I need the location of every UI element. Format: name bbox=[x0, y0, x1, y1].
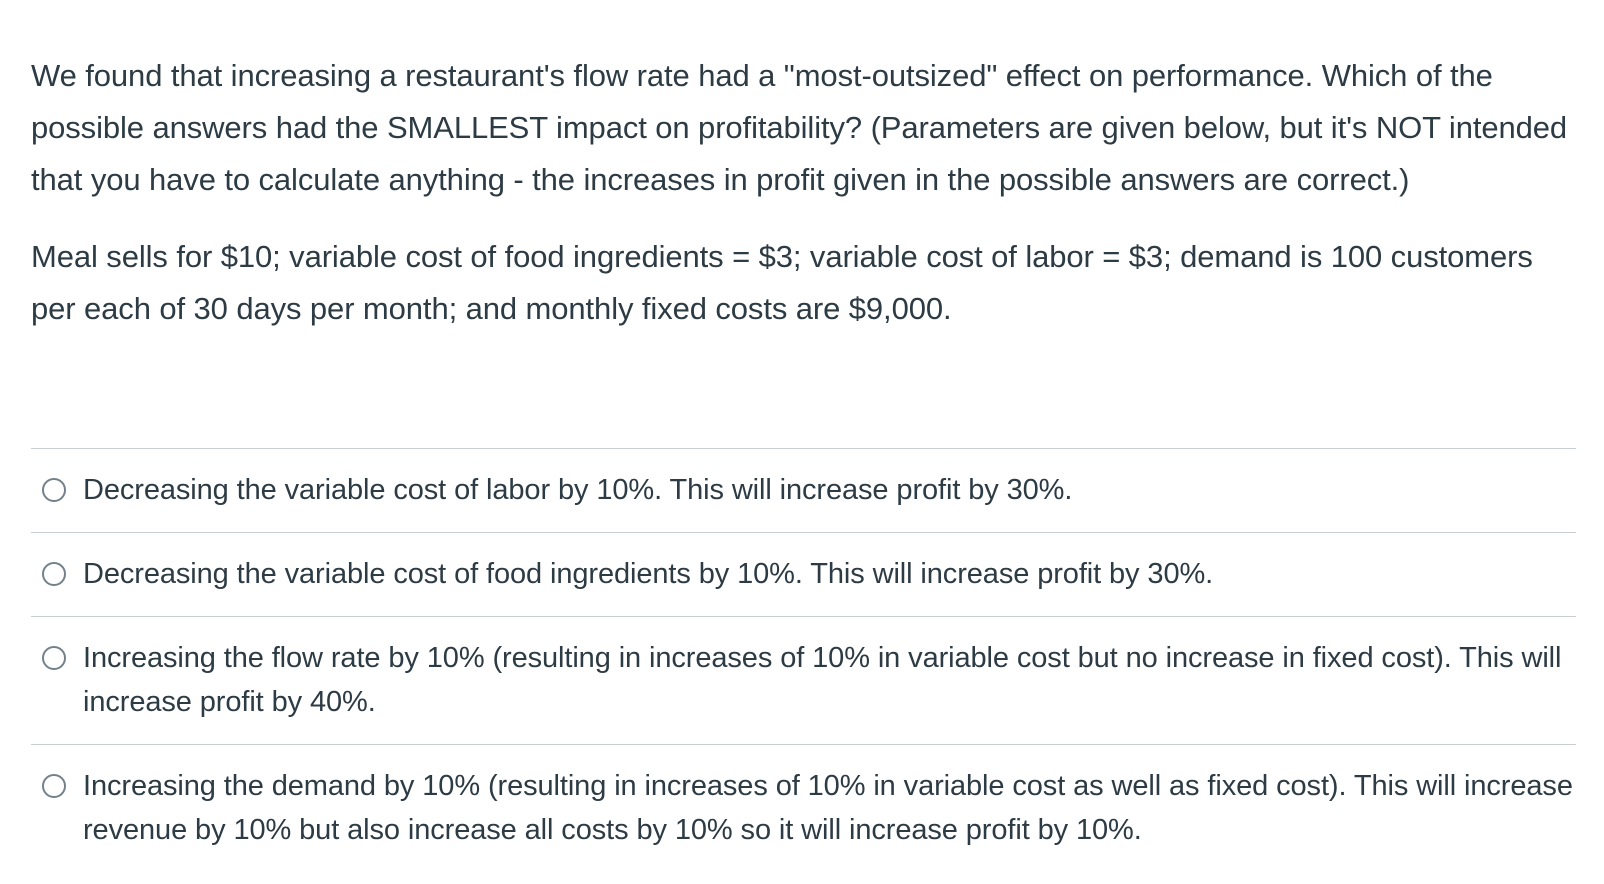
question-text: We found that increasing a restaurant's … bbox=[31, 50, 1576, 335]
question-parameters: Meal sells for $10; variable cost of foo… bbox=[31, 239, 1533, 326]
answer-option-4[interactable]: Increasing the demand by 10% (resulting … bbox=[31, 744, 1576, 872]
answer-option-1[interactable]: Decreasing the variable cost of labor by… bbox=[31, 448, 1576, 532]
answer-label[interactable]: Decreasing the variable cost of food ing… bbox=[83, 558, 1214, 590]
radio-button-icon[interactable] bbox=[42, 478, 66, 502]
question-paragraph: We found that increasing a restaurant's … bbox=[31, 58, 1568, 197]
radio-button-icon[interactable] bbox=[42, 562, 66, 586]
radio-button-icon[interactable] bbox=[42, 774, 66, 798]
answer-list: Decreasing the variable cost of labor by… bbox=[31, 448, 1576, 872]
answer-option-3[interactable]: Increasing the flow rate by 10% (resulti… bbox=[31, 616, 1576, 744]
answer-option-2[interactable]: Decreasing the variable cost of food ing… bbox=[31, 532, 1576, 616]
answer-label[interactable]: Increasing the flow rate by 10% (resulti… bbox=[83, 642, 1562, 718]
answer-label[interactable]: Decreasing the variable cost of labor by… bbox=[83, 474, 1073, 506]
radio-button-icon[interactable] bbox=[42, 646, 66, 670]
answer-label[interactable]: Increasing the demand by 10% (resulting … bbox=[83, 770, 1573, 846]
